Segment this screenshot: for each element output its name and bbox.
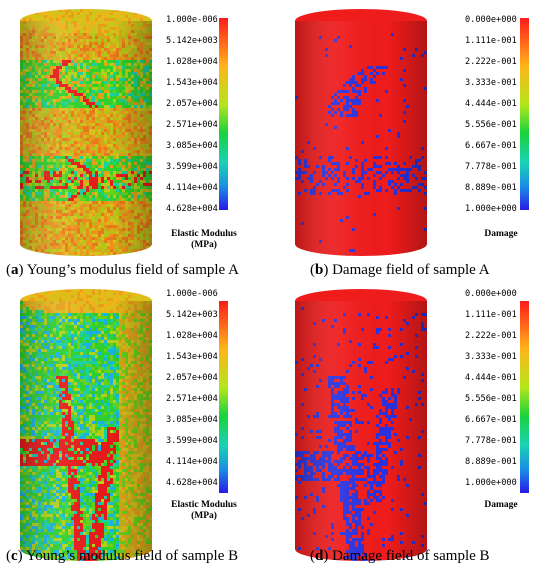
cylinder-c: [20, 289, 152, 561]
tick-label: 2.057e+004: [166, 99, 218, 109]
tick-label: 2.057e+004: [166, 373, 218, 383]
tick-label: 1.111e-001: [465, 310, 517, 320]
colorbar-title-b: Damage: [484, 229, 518, 239]
tick-label: 1.543e+004: [166, 352, 218, 362]
tick-label: 0.000e+000: [465, 15, 517, 25]
colorbar-a: [219, 18, 228, 210]
colorbar-b: [520, 18, 529, 210]
colorbar-title-a: Elastic Modulus (MPa): [171, 229, 237, 251]
tick-label: 5.556e-001: [465, 394, 517, 404]
tick-label: 4.444e-001: [465, 373, 517, 383]
tick-label: 1.000e-006: [166, 15, 218, 25]
caption-d: (d) Damage field of sample B: [310, 548, 490, 564]
tick-label: 1.000e+000: [465, 478, 517, 488]
cylinder-a: [20, 9, 152, 256]
tick-label: 1.028e+004: [166, 331, 218, 341]
tick-label: 0.000e+000: [465, 289, 517, 299]
tick-label: 1.028e+004: [166, 57, 218, 67]
cylinder-d: [295, 289, 427, 561]
tick-label: 5.142e+003: [166, 36, 218, 46]
tick-label: 8.889e-001: [465, 457, 517, 467]
tick-label: 3.085e+004: [166, 141, 218, 151]
tick-label: 2.222e-001: [465, 57, 517, 67]
tick-label: 1.000e-006: [166, 289, 218, 299]
colorbar-title-d: Damage: [484, 500, 518, 510]
colorbar-d: [520, 301, 529, 493]
caption-b: (b) Damage field of sample A: [310, 262, 490, 278]
panel-d: 0.000e+000 1.111e-001 2.222e-001 3.333e-…: [275, 287, 550, 573]
tick-label: 5.556e-001: [465, 120, 517, 130]
tick-label: 3.333e-001: [465, 352, 517, 362]
tick-label: 7.778e-001: [465, 436, 517, 446]
panel-a: 1.000e-006 5.142e+003 1.028e+004 1.543e+…: [0, 0, 275, 286]
tick-label: 2.222e-001: [465, 331, 517, 341]
tick-label: 1.111e-001: [465, 36, 517, 46]
tick-label: 4.628e+004: [166, 478, 218, 488]
tick-label: 5.142e+003: [166, 310, 218, 320]
tick-label: 2.571e+004: [166, 394, 218, 404]
tick-label: 4.444e-001: [465, 99, 517, 109]
tick-label: 3.085e+004: [166, 415, 218, 425]
tick-label: 2.571e+004: [166, 120, 218, 130]
tick-label: 4.114e+004: [166, 183, 218, 193]
tick-label: 3.333e-001: [465, 78, 517, 88]
tick-label: 1.000e+000: [465, 204, 517, 214]
tick-label: 6.667e-001: [465, 415, 517, 425]
colorbar-title-c: Elastic Modulus (MPa): [171, 500, 237, 522]
tick-label: 6.667e-001: [465, 141, 517, 151]
tick-label: 3.599e+004: [166, 436, 218, 446]
cylinder-b: [295, 9, 427, 256]
panel-c: 1.000e-006 5.142e+003 1.028e+004 1.543e+…: [0, 287, 275, 573]
caption-c: (c) Young’s modulus field of sample B: [6, 548, 239, 564]
tick-label: 1.543e+004: [166, 78, 218, 88]
caption-a: (a) Young’s modulus field of sample A: [6, 262, 239, 278]
tick-label: 7.778e-001: [465, 162, 517, 172]
colorbar-c: [219, 301, 228, 493]
tick-label: 8.889e-001: [465, 183, 517, 193]
tick-label: 3.599e+004: [166, 162, 218, 172]
tick-label: 4.628e+004: [166, 204, 218, 214]
panel-b: 0.000e+000 1.111e-001 2.222e-001 3.333e-…: [275, 0, 550, 286]
tick-label: 4.114e+004: [166, 457, 218, 467]
